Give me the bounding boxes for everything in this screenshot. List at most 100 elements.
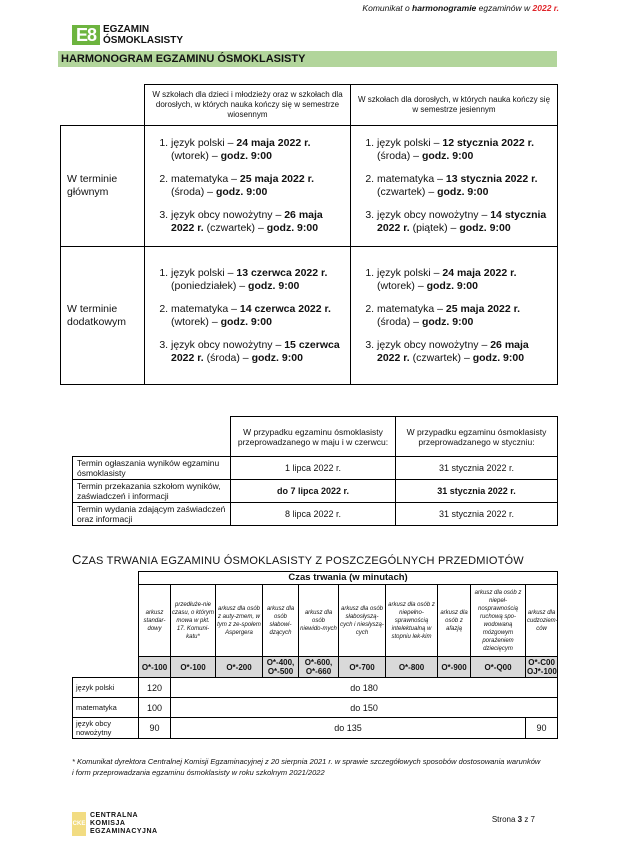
sheet-code: O*-C00 OJ*-100 — [524, 656, 559, 678]
exam-date: 13 czerwca 2022 r. — [236, 266, 328, 279]
weekday: (środa) – — [377, 150, 422, 162]
exam-time: godz. 9:00 — [426, 279, 478, 292]
subject: język polski – — [377, 137, 443, 149]
sheet-description: arkusz dla osób z niepełno-sprawnością i… — [385, 584, 438, 657]
exam-date: 14 stycznia 2022 r. — [377, 209, 547, 234]
page-current: 3 — [517, 815, 523, 824]
weekday: (środa) – — [377, 315, 422, 328]
e8-logo-mark: E8 — [72, 25, 100, 45]
schedule-table: W szkołach dla dzieci i młodzieży oraz w… — [60, 84, 558, 385]
exam-date: 13 stycznia 2022 r. — [445, 173, 538, 185]
exam-time: godz. 9:00 — [266, 222, 319, 234]
duration-title: CZAS TRWANIA EGZAMINU ÓSMOKLASISTY Z POS… — [72, 552, 524, 567]
subject: matematyka — [72, 697, 139, 718]
exam-item: matematyka – 25 maja 2022 r. (środa) – g… — [171, 173, 346, 199]
date-cell: 31 stycznia 2022 r. — [395, 456, 558, 480]
sheet-code: O*-Q00 — [470, 656, 526, 678]
exam-date: 14 czerwca 2022 r. — [239, 302, 331, 315]
date-cell: do 7 lipca 2022 r. — [230, 479, 396, 503]
sheet-description: arkusz dla osób słabosłyszą-cych i niesł… — [338, 584, 386, 657]
exam-item: matematyka – 14 czerwca 2022 r. (wtorek)… — [171, 303, 346, 329]
page-number: Strona 3 z 7 — [492, 815, 535, 824]
subject: język obcy nowożytny – — [171, 338, 285, 351]
logo-line: KOMISJA — [90, 820, 126, 827]
weekday: (środa) – — [203, 351, 252, 364]
subject: matematyka – — [377, 173, 446, 185]
weekday: (środa) – — [171, 186, 216, 198]
sheet-description: arkusz standar-dowy — [138, 584, 171, 657]
exam-time: godz. 9:00 — [421, 315, 474, 328]
sheet-code: O*-800 — [385, 656, 438, 678]
row-label: Termin przekazania szkołom wyników, zaśw… — [72, 479, 231, 503]
column-header: W przypadku egzaminu ósmoklasisty przepr… — [395, 416, 558, 457]
exam-item: matematyka – 13 stycznia 2022 r. (czwart… — [377, 173, 553, 199]
results-table: W przypadku egzaminu ósmoklasisty przepr… — [72, 416, 558, 526]
row-label: Termin wydania zdającym zaświadczeń oraz… — [72, 502, 231, 526]
table-row: Termin wydania zdającym zaświadczeń oraz… — [72, 502, 558, 526]
subject: język obcy nowożytny – — [171, 209, 285, 221]
sheet-description: arkusz dla cudzoziem-ców — [524, 584, 559, 657]
foreigner-time: 90 — [524, 717, 559, 739]
sheet-description: arkusz dla osób niewido-mych — [298, 584, 339, 657]
column-header: W przypadku egzaminu ósmoklasisty przepr… — [230, 416, 396, 457]
exam-item: język obcy nowożytny – 14 stycznia 2022 … — [377, 209, 553, 235]
sheet-code: O*-100 — [138, 656, 171, 678]
subject: matematyka – — [171, 173, 240, 185]
table-row: język polski 120 do 180 — [72, 677, 559, 698]
subject: język polski – — [171, 137, 237, 149]
weekday: (czwartek) – — [377, 186, 438, 198]
empty-cell — [72, 571, 139, 678]
row-label: W terminie głównym — [60, 125, 145, 247]
subject: język polski – — [171, 266, 237, 279]
exam-time: godz. 9:00 — [248, 279, 300, 292]
sheet-code: O*-900 — [437, 656, 471, 678]
sheet-code: O*-400, O*-500 — [262, 656, 299, 678]
weekday: (piątek) – — [409, 222, 460, 234]
sheet-description: przedłuże-nie czasu, o którym mowa w pkt… — [170, 584, 216, 657]
subject: matematyka – — [377, 302, 446, 315]
note-text: egzaminów w — [476, 3, 533, 13]
weekday: (wtorek) – — [171, 150, 221, 162]
exam-item: język polski – 13 czerwca 2022 r. (ponie… — [171, 267, 346, 293]
weekday: (czwartek) – — [203, 222, 267, 234]
extended-time: do 135 — [170, 717, 526, 739]
extended-time: do 150 — [169, 697, 559, 718]
page-label: Strona — [491, 815, 518, 824]
row-label: W terminie dodatkowym — [60, 246, 145, 385]
table-row: Termin przekazania szkołom wyników, zaśw… — [72, 479, 558, 503]
exam-date: 24 maja 2022 r. — [442, 266, 517, 279]
weekday: (wtorek) – — [377, 279, 427, 292]
cke-logo-mark: CKE — [72, 812, 86, 836]
date-cell: 31 stycznia 2022 r. — [395, 479, 558, 503]
group-header: Czas trwania (w minutach) — [137, 571, 559, 585]
exam-item: język obcy nowożytny – 26 maja 2022 r. (… — [171, 209, 346, 235]
exam-list-cell: język polski – 12 stycznia 2022 r. (środ… — [350, 125, 558, 247]
exam-list-cell: język polski – 13 czerwca 2022 r. (ponie… — [144, 246, 351, 385]
exam-list-cell: język polski – 24 maja 2022 r. (wtorek) … — [144, 125, 351, 247]
exam-date: 24 maja 2022 r. — [236, 137, 311, 149]
logo-line: EGZAMINACYJNA — [90, 828, 158, 835]
exam-time: godz. 9:00 — [437, 186, 489, 198]
sheet-code: O*-100 — [170, 656, 216, 678]
exam-date: 25 maja 2022 r. — [445, 302, 521, 315]
table-row: język obcy nowożytny 90 do 135 90 — [72, 717, 559, 739]
exam-time: godz. 9:00 — [472, 351, 525, 364]
sheet-code: O*-200 — [215, 656, 263, 678]
exam-time: godz. 9:00 — [215, 186, 268, 198]
logo-line: ÓSMOKLASISTY — [103, 35, 184, 46]
standard-time: 100 — [138, 697, 171, 718]
column-header: W szkołach dla dzieci i młodzieży oraz w… — [144, 84, 351, 126]
standard-time: 120 — [138, 677, 171, 698]
subject: język obcy nowożytny – — [377, 209, 491, 221]
date-cell: 31 stycznia 2022 r. — [395, 502, 558, 526]
subject: język polski — [72, 677, 139, 698]
exam-item: język polski – 12 stycznia 2022 r. (środ… — [377, 137, 553, 163]
subject: język obcy nowożytny — [72, 717, 139, 739]
note-year: 2022 r. — [532, 3, 559, 13]
exam-list-cell: język polski – 24 maja 2022 r. (wtorek) … — [350, 246, 558, 385]
sheet-description: arkusz dla osób słabowi-dzących — [262, 584, 299, 657]
weekday: (czwartek) – — [409, 351, 473, 364]
exam-list: język polski – 24 maja 2022 r. (wtorek) … — [149, 137, 346, 235]
exam-time: godz. 9:00 — [251, 351, 303, 364]
extended-time: do 180 — [169, 677, 559, 698]
